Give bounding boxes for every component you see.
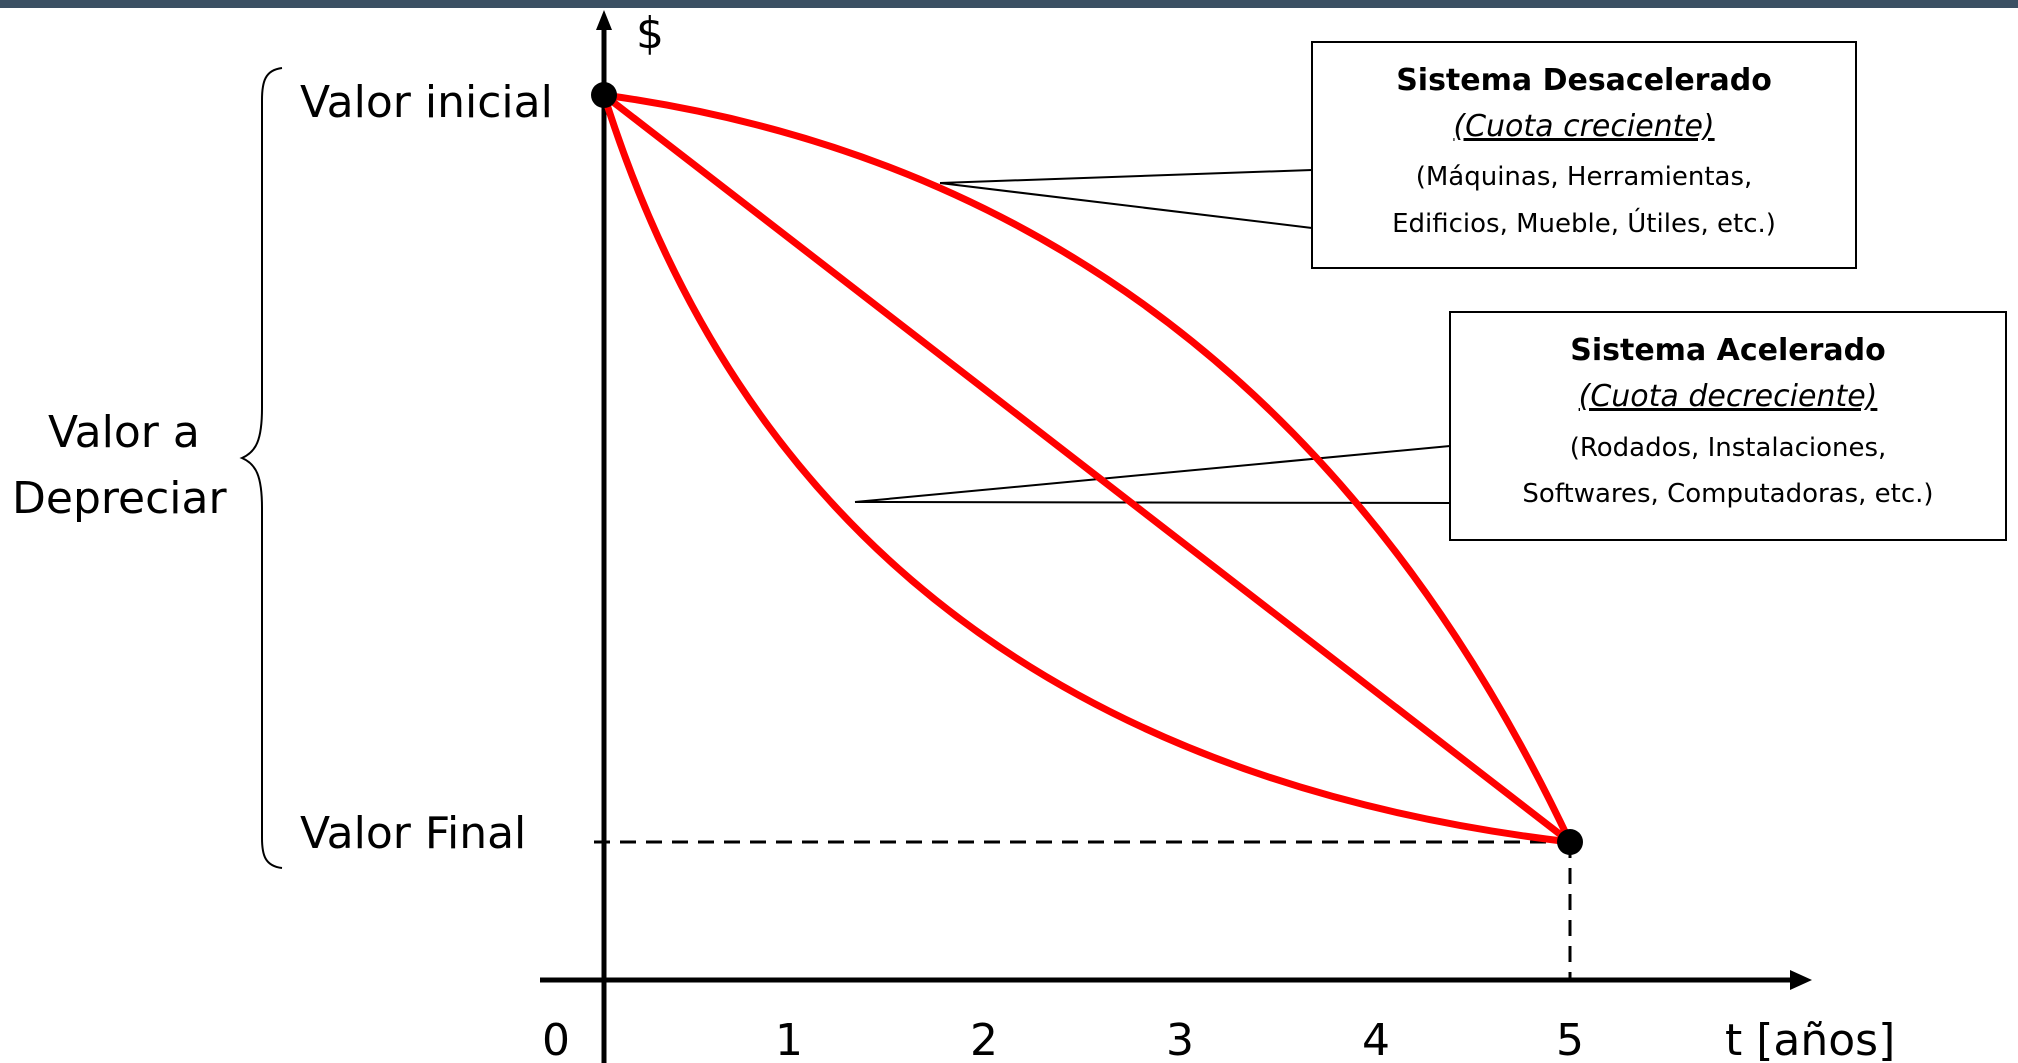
callout-accelerated: Sistema Acelerado (Cuota decreciente) (R… <box>1449 311 2007 541</box>
x-tick-label: 5 <box>1556 1015 1584 1063</box>
callout-line: (Máquinas, Herramientas, <box>1416 162 1753 192</box>
x-axis-arrowhead <box>1790 970 1812 990</box>
decelerated-leader <box>939 182 1313 229</box>
final-value-label: Valor Final <box>300 808 526 859</box>
series-accelerated-curve <box>600 93 1571 846</box>
brace-label-line2: Depreciar <box>12 473 227 524</box>
callout-decelerated: Sistema Desacelerado (Cuota creciente) (… <box>1311 41 1857 269</box>
accelerated-leader <box>854 445 1451 503</box>
callout-title: Sistema Acelerado <box>1570 333 1885 368</box>
series-linear-line <box>601 92 1573 845</box>
callout-box <box>1311 41 1857 269</box>
y-axis-label: $ <box>636 8 664 59</box>
final-value-point <box>1557 829 1583 855</box>
callout-title: Sistema Desacelerado <box>1396 63 1772 98</box>
x-tick-label: 3 <box>1166 1015 1194 1063</box>
callout-subtitle: (Cuota decreciente) <box>1579 379 1878 414</box>
brace-label-line1: Valor a <box>48 407 200 458</box>
x-tick-labels: 1 2 3 4 5 <box>775 1015 1584 1063</box>
accelerated-leader <box>854 501 1451 504</box>
callout-box <box>1449 311 2007 541</box>
callout-line: Softwares, Computadoras, etc.) <box>1522 479 1933 509</box>
x-tick-label: 1 <box>775 1015 803 1063</box>
initial-value-point <box>591 82 617 108</box>
x-tick-label: 4 <box>1362 1015 1390 1063</box>
origin-label: 0 <box>542 1015 570 1063</box>
brace-icon <box>239 67 283 869</box>
x-axis-label: t [años] <box>1725 1015 1895 1063</box>
callout-line: Edificios, Mueble, Útiles, etc.) <box>1392 207 1776 239</box>
decelerated-leader <box>939 169 1313 184</box>
callout-subtitle: (Cuota creciente) <box>1453 109 1714 144</box>
callout-line: (Rodados, Instalaciones, <box>1570 433 1887 463</box>
y-axis-arrowhead <box>596 10 612 30</box>
header-bar <box>0 0 2018 8</box>
x-tick-label: 2 <box>970 1015 998 1063</box>
initial-value-label: Valor inicial <box>300 77 553 128</box>
series-decelerated-curve <box>603 91 1574 844</box>
